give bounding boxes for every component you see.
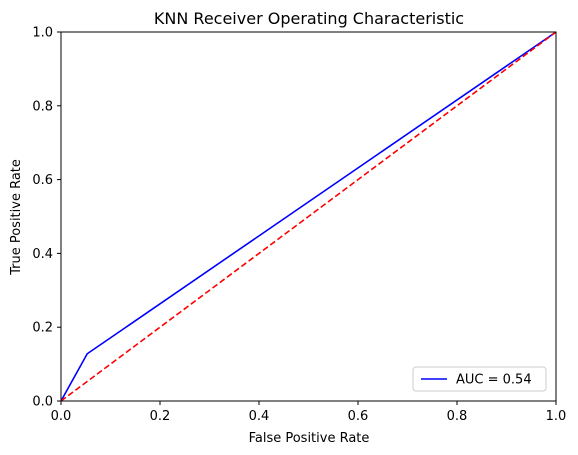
y-tick-label: 0.6 [32, 173, 53, 188]
legend: AUC = 0.54 [412, 366, 547, 392]
x-tick-label: 1.0 [546, 409, 567, 424]
y-tick-label: 1.0 [32, 26, 53, 41]
series-line-2 [60, 31, 557, 402]
legend-box [412, 366, 547, 392]
x-tick-label: 0.8 [447, 409, 468, 424]
y-tick-label: 0.8 [32, 99, 53, 114]
axis-ticks: 0.0 0.2 0.4 0.6 0.8 1.0 0.0 0.2 0.4 0.6 0.8 1.0 [32, 26, 566, 425]
y-tick-label: 0.4 [32, 247, 53, 262]
legend-label: AUC = 0.54 [456, 373, 532, 388]
chart-title: KNN Receiver Operating Characteristic [154, 9, 464, 28]
series-line-1 [60, 31, 557, 402]
x-tick-label: 0.6 [348, 409, 369, 424]
y-axis-label: True Positive Rate [9, 159, 24, 276]
x-tick-label: 0.0 [51, 409, 72, 424]
axes-frame [60, 31, 557, 402]
y-tick-label: 0.0 [32, 395, 53, 410]
plot-area [60, 31, 557, 402]
x-tick-label: 0.2 [150, 409, 171, 424]
x-axis-label: False Positive Rate [249, 431, 370, 446]
x-tick-label: 0.4 [249, 409, 270, 424]
y-tick-label: 0.2 [32, 321, 53, 336]
